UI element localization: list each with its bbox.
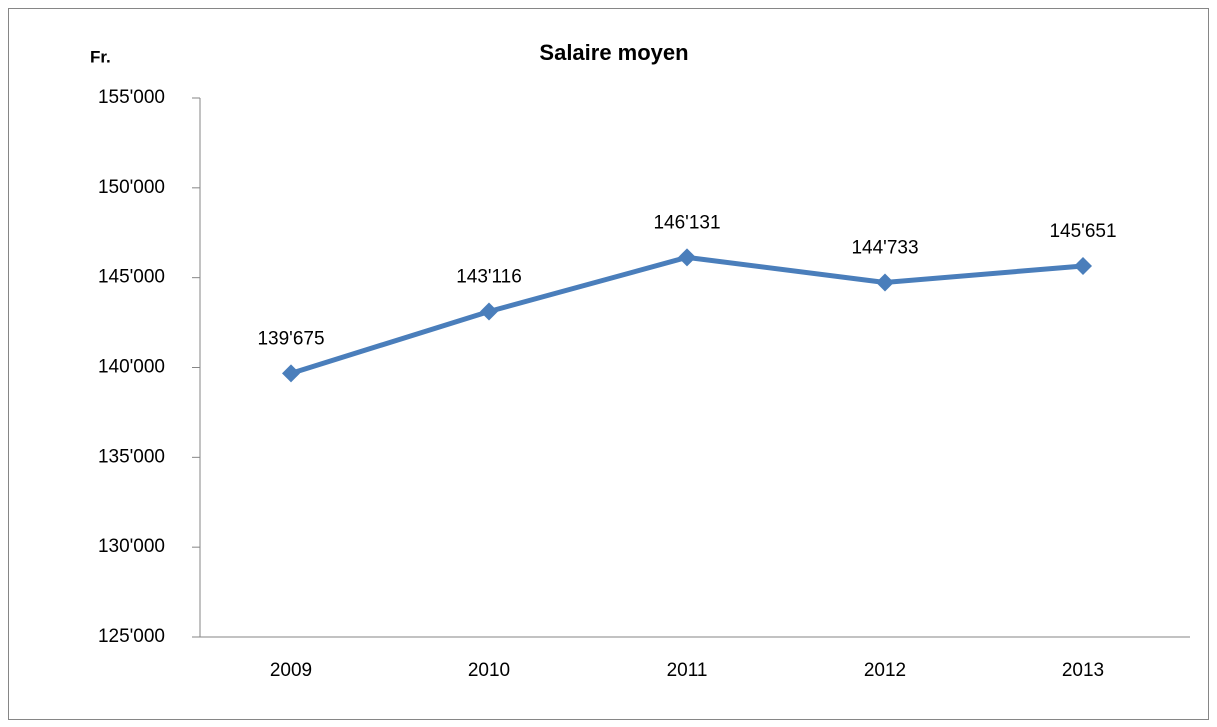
y-tick-label: 135'000 xyxy=(98,446,165,467)
marker xyxy=(480,302,498,321)
marker xyxy=(282,364,300,383)
data-label: 146'131 xyxy=(653,212,720,233)
data-label: 145'651 xyxy=(1049,221,1116,242)
marker xyxy=(678,248,696,267)
data-label: 144'733 xyxy=(851,237,918,258)
marker xyxy=(876,273,894,292)
y-tick-label: 145'000 xyxy=(98,267,165,288)
x-tick-label: 2013 xyxy=(1062,660,1104,681)
chart-title: Salaire moyen xyxy=(539,40,688,65)
chart-border xyxy=(8,8,1209,720)
x-tick-label: 2010 xyxy=(468,660,510,681)
y-tick-label: 150'000 xyxy=(98,177,165,198)
y-axis-label: Fr. xyxy=(90,47,111,66)
x-tick-label: 2011 xyxy=(667,660,708,681)
y-tick-label: 140'000 xyxy=(98,357,165,378)
y-tick-label: 155'000 xyxy=(98,87,165,108)
marker xyxy=(1074,256,1092,275)
y-tick-label: 125'000 xyxy=(98,626,165,647)
data-label: 143'116 xyxy=(456,267,522,288)
y-tick-label: 130'000 xyxy=(98,536,165,557)
data-label: 139'675 xyxy=(257,328,324,349)
x-tick-label: 2009 xyxy=(270,660,312,681)
x-tick-label: 2012 xyxy=(864,660,906,681)
